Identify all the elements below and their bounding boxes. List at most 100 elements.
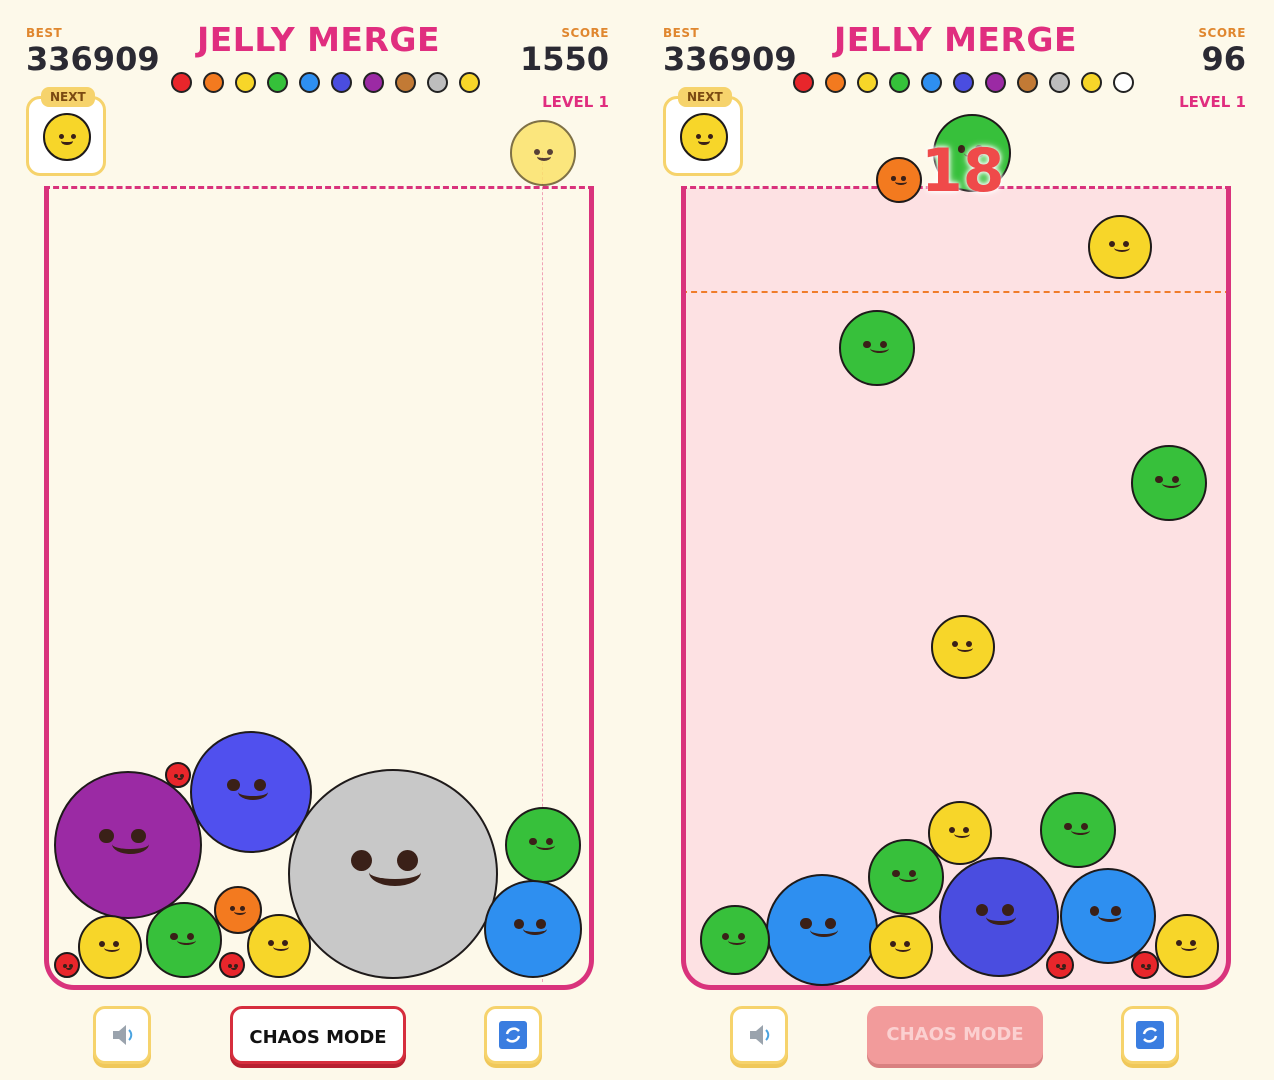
next-preview bbox=[663, 96, 743, 176]
jelly-eye bbox=[1055, 963, 1060, 968]
jelly-eye bbox=[863, 340, 871, 349]
palette-dot bbox=[203, 72, 224, 93]
jar bbox=[681, 188, 1231, 990]
jelly-eye bbox=[1155, 475, 1163, 484]
jelly-mouth bbox=[230, 965, 238, 970]
jelly-eye bbox=[948, 827, 955, 834]
merge-palette bbox=[793, 72, 1134, 93]
game-panel-left: BEST 336909 JELLY MERGE SCORE 1550 LEVEL… bbox=[26, 20, 609, 1064]
jelly-mouth bbox=[986, 909, 1016, 925]
jelly-blob bbox=[146, 902, 222, 978]
palette-dot bbox=[1017, 72, 1038, 93]
jelly-blob bbox=[700, 905, 770, 975]
palette-dot bbox=[427, 72, 448, 93]
jelly-mouth bbox=[810, 922, 838, 937]
best-label: BEST bbox=[26, 26, 63, 40]
restart-button[interactable] bbox=[484, 1006, 542, 1064]
jelly-mouth bbox=[237, 784, 269, 800]
jelly-mouth bbox=[1098, 910, 1122, 923]
jelly-eye bbox=[891, 176, 896, 181]
jelly-eye bbox=[889, 941, 896, 948]
palette-dot bbox=[793, 72, 814, 93]
palette-dot bbox=[921, 72, 942, 93]
jelly-mouth bbox=[869, 344, 889, 354]
jelly-blob bbox=[190, 731, 312, 853]
jelly-mouth bbox=[522, 923, 548, 936]
score-value: 96 bbox=[1201, 40, 1246, 78]
jelly-eye bbox=[529, 837, 537, 846]
jelly-blob bbox=[868, 839, 944, 915]
jelly-eye bbox=[62, 963, 67, 968]
level-label: LEVEL 1 bbox=[1179, 93, 1246, 111]
jelly-blob bbox=[165, 762, 191, 788]
jelly-eye bbox=[350, 849, 372, 871]
jelly-blob bbox=[931, 615, 995, 679]
jelly-mouth bbox=[895, 944, 911, 952]
chaos-mode-button[interactable]: CHAOS MODE bbox=[230, 1006, 406, 1064]
drop-jelly[interactable] bbox=[510, 120, 576, 186]
jelly-eye bbox=[957, 145, 966, 154]
palette-dot bbox=[825, 72, 846, 93]
jelly-mouth bbox=[1114, 244, 1130, 252]
game-title: JELLY MERGE bbox=[833, 20, 1078, 59]
jelly-blob bbox=[505, 807, 581, 883]
jelly-blob bbox=[247, 914, 311, 978]
jelly-eye bbox=[229, 906, 235, 911]
jelly-mouth bbox=[1058, 965, 1066, 970]
game-title: JELLY MERGE bbox=[196, 20, 441, 59]
jelly-blob bbox=[928, 801, 992, 865]
jelly-eye bbox=[975, 904, 988, 916]
jelly-eye bbox=[1140, 963, 1145, 968]
palette-dot bbox=[857, 72, 878, 93]
palette-dot bbox=[985, 72, 1006, 93]
jelly-mouth bbox=[964, 148, 984, 159]
speaker-icon bbox=[113, 1025, 133, 1045]
next-jelly bbox=[680, 113, 728, 161]
palette-dot bbox=[953, 72, 974, 93]
jelly-blob bbox=[54, 771, 202, 919]
palette-dot bbox=[235, 72, 256, 93]
jelly-mouth bbox=[111, 834, 149, 855]
jelly-mouth bbox=[1143, 965, 1151, 970]
sound-button[interactable] bbox=[730, 1006, 788, 1064]
best-score: 336909 bbox=[26, 40, 160, 78]
jelly-mouth bbox=[1181, 943, 1197, 951]
jelly-eye bbox=[514, 918, 525, 929]
jelly-blob bbox=[1046, 951, 1074, 979]
score-label: SCORE bbox=[561, 26, 609, 40]
merge-palette bbox=[171, 72, 480, 93]
restart-icon bbox=[1136, 1021, 1164, 1049]
jar bbox=[44, 188, 594, 990]
jar-overflow-line bbox=[44, 186, 594, 189]
jelly-eye bbox=[1064, 822, 1072, 831]
palette-dot bbox=[395, 72, 416, 93]
jelly-blob bbox=[1155, 914, 1219, 978]
restart-button[interactable] bbox=[1121, 1006, 1179, 1064]
next-tag: NEXT bbox=[41, 87, 95, 107]
next-preview bbox=[26, 96, 106, 176]
jelly-eye bbox=[1175, 940, 1182, 947]
jelly-mouth bbox=[234, 908, 246, 915]
jelly-mouth bbox=[176, 775, 184, 780]
jelly-eye bbox=[227, 778, 240, 791]
sound-button[interactable] bbox=[93, 1006, 151, 1064]
jelly-eye bbox=[951, 641, 958, 648]
jelly-eye bbox=[98, 941, 105, 948]
palette-dot bbox=[299, 72, 320, 93]
jelly-blob bbox=[839, 310, 915, 386]
jelly-mouth bbox=[104, 944, 120, 952]
jelly-blob bbox=[1088, 215, 1152, 279]
palette-dot bbox=[363, 72, 384, 93]
jelly-eye bbox=[173, 773, 178, 778]
jelly-blob bbox=[876, 157, 922, 203]
jelly-blob bbox=[766, 874, 878, 986]
best-score: 336909 bbox=[663, 40, 797, 78]
jelly-mouth bbox=[1161, 479, 1181, 489]
palette-dot bbox=[171, 72, 192, 93]
warning-line bbox=[681, 291, 1231, 293]
palette-dot bbox=[267, 72, 288, 93]
jelly-eye bbox=[722, 933, 730, 941]
palette-dot bbox=[1081, 72, 1102, 93]
jelly-blob bbox=[1131, 951, 1159, 979]
chaos-mode-button[interactable]: CHAOS MODE bbox=[867, 1006, 1043, 1064]
